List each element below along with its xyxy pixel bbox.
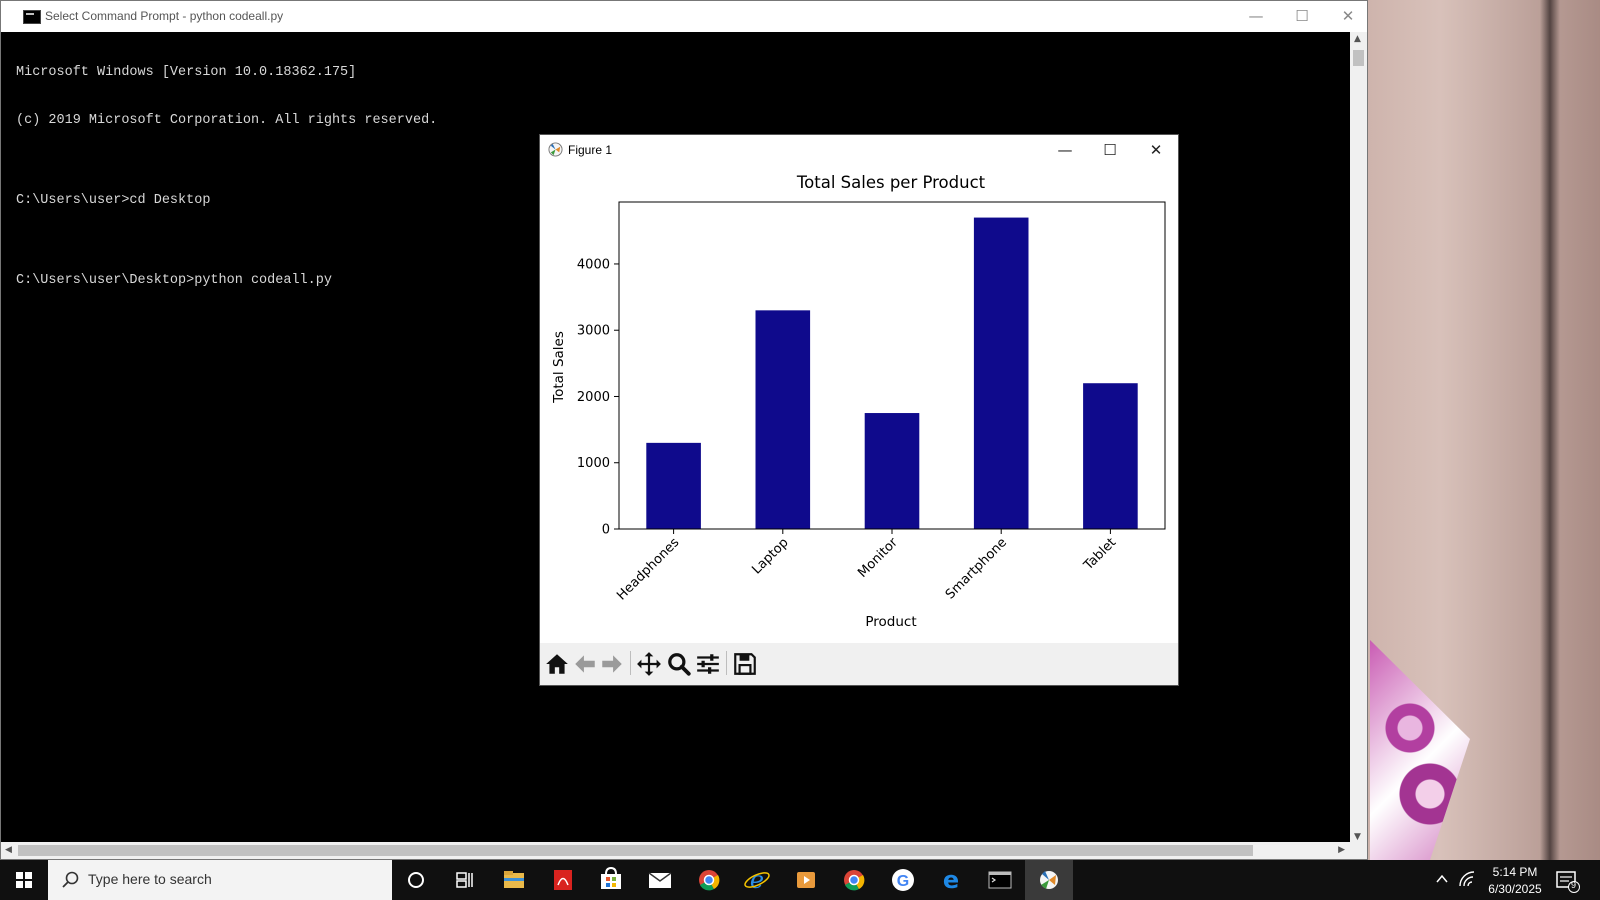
media-player-icon[interactable] bbox=[782, 860, 830, 900]
figure-maximize-button[interactable]: ☐ bbox=[1103, 141, 1117, 159]
chart-bar bbox=[755, 310, 811, 529]
y-tick-label: 0 bbox=[602, 523, 610, 538]
svg-text:G: G bbox=[897, 873, 909, 890]
x-tick-label: Smartphone bbox=[943, 535, 1010, 602]
svg-text:e: e bbox=[750, 866, 764, 894]
bar-chart: Total Sales per Product Total Sales Prod… bbox=[551, 173, 1166, 630]
figure-close-button[interactable]: ✕ bbox=[1149, 141, 1163, 159]
chart-bar bbox=[973, 217, 1029, 530]
cmd-title-bar[interactable]: Select Command Prompt - python codeall.p… bbox=[1, 1, 1367, 32]
y-axis-label: Total Sales bbox=[551, 331, 567, 404]
chart-title: Total Sales per Product bbox=[796, 173, 986, 192]
back-arrow-icon[interactable] bbox=[572, 651, 598, 677]
toolbar-separator bbox=[630, 651, 631, 675]
cmd-minimize-button[interactable]: — bbox=[1248, 7, 1264, 25]
scroll-left-arrow-icon[interactable]: ◀ bbox=[5, 845, 12, 855]
matplotlib-figure-icon bbox=[548, 142, 563, 157]
cmd-line: Microsoft Windows [Version 10.0.18362.17… bbox=[16, 65, 357, 80]
chevron-up-icon[interactable] bbox=[1435, 872, 1449, 886]
chrome-icon[interactable] bbox=[830, 860, 878, 900]
y-tick-label: 1000 bbox=[577, 456, 610, 471]
cmd-vertical-scrollbar[interactable]: ▲ ▼ bbox=[1350, 32, 1367, 844]
save-icon[interactable] bbox=[732, 651, 758, 677]
notification-center-icon[interactable] bbox=[1555, 869, 1581, 893]
cmd-close-button[interactable]: ✕ bbox=[1341, 7, 1355, 25]
wallpaper-flower bbox=[1370, 640, 1470, 860]
clock-time: 5:14 PM bbox=[1492, 865, 1538, 879]
x-tick-label: Tablet bbox=[1081, 535, 1120, 574]
figure-window-title: Figure 1 bbox=[568, 143, 613, 157]
matplotlib-figure-icon[interactable] bbox=[1025, 860, 1073, 900]
task-view-icon[interactable] bbox=[440, 860, 488, 900]
cmd-line: C:\Users\user>cd Desktop bbox=[16, 193, 211, 208]
pan-icon[interactable] bbox=[636, 651, 662, 677]
cmd-horizontal-scroll-thumb[interactable] bbox=[18, 845, 1253, 856]
y-tick-label: 3000 bbox=[577, 324, 610, 339]
file-explorer-icon[interactable] bbox=[490, 860, 538, 900]
y-tick-label: 2000 bbox=[577, 390, 610, 405]
svg-text:e: e bbox=[943, 866, 959, 894]
toolbar-separator bbox=[726, 651, 727, 675]
mail-icon[interactable] bbox=[636, 860, 684, 900]
clock-date: 6/30/2025 bbox=[1488, 882, 1542, 896]
google-icon[interactable]: G bbox=[879, 860, 927, 900]
figure-title-bar[interactable]: Figure 1 — ☐ ✕ bbox=[540, 135, 1178, 165]
figure-toolbar bbox=[540, 643, 1178, 685]
wallpaper-streak bbox=[1540, 0, 1560, 860]
x-tick-label: Laptop bbox=[749, 535, 791, 577]
figure-window[interactable]: Figure 1 — ☐ ✕ Total Sales per Product T… bbox=[539, 134, 1179, 686]
internet-explorer-icon[interactable]: e bbox=[733, 860, 781, 900]
scroll-up-arrow-icon[interactable]: ▲ bbox=[1354, 34, 1361, 44]
x-tick-label: Monitor bbox=[855, 535, 901, 581]
cmd-output[interactable]: Microsoft Windows [Version 10.0.18362.17… bbox=[16, 33, 437, 321]
command-prompt-icon[interactable] bbox=[976, 860, 1024, 900]
cmd-window-title: Select Command Prompt - python codeall.p… bbox=[45, 9, 284, 23]
taskbar-search-box[interactable]: Type here to search bbox=[48, 860, 392, 900]
cmd-window-icon bbox=[23, 10, 41, 24]
taskbar: Type here to search e G e 5:14 PM 6/30/2… bbox=[0, 860, 1600, 900]
scroll-right-arrow-icon[interactable]: ▶ bbox=[1338, 845, 1345, 855]
chart-bar bbox=[864, 413, 920, 529]
cmd-line: C:\Users\user\Desktop>python codeall.py bbox=[16, 273, 332, 288]
cmd-maximize-button[interactable]: ☐ bbox=[1295, 7, 1309, 25]
forward-arrow-icon[interactable] bbox=[599, 651, 625, 677]
y-tick-label: 4000 bbox=[577, 257, 610, 272]
x-axis-label: Product bbox=[865, 614, 916, 630]
scroll-down-arrow-icon[interactable]: ▼ bbox=[1354, 832, 1361, 842]
chart-bar bbox=[646, 442, 701, 529]
taskbar-clock[interactable]: 5:14 PM 6/30/2025 bbox=[1470, 864, 1560, 898]
store-icon[interactable] bbox=[587, 860, 635, 900]
zoom-icon[interactable] bbox=[666, 651, 692, 677]
configure-subplots-icon[interactable] bbox=[695, 651, 721, 677]
wifi-icon[interactable] bbox=[1458, 871, 1476, 889]
chart-bar bbox=[1083, 383, 1138, 529]
cmd-horizontal-scrollbar[interactable]: ◀ ▶ bbox=[1, 842, 1367, 859]
cortana-icon[interactable] bbox=[392, 860, 440, 900]
cmd-vertical-scroll-thumb[interactable] bbox=[1353, 50, 1364, 66]
cmd-line: (c) 2019 Microsoft Corporation. All righ… bbox=[16, 113, 438, 128]
edge-icon[interactable]: e bbox=[927, 860, 975, 900]
x-tick-label: Headphones bbox=[614, 535, 682, 603]
search-placeholder: Type here to search bbox=[88, 871, 212, 887]
home-icon[interactable] bbox=[544, 651, 570, 677]
windows-start-icon[interactable] bbox=[0, 860, 48, 900]
search-icon bbox=[62, 871, 79, 888]
figure-minimize-button[interactable]: — bbox=[1057, 141, 1073, 159]
plot-frame bbox=[618, 201, 1166, 530]
acrobat-icon[interactable] bbox=[539, 860, 587, 900]
chrome-icon[interactable] bbox=[685, 860, 733, 900]
notification-count: 9 bbox=[1571, 880, 1577, 890]
